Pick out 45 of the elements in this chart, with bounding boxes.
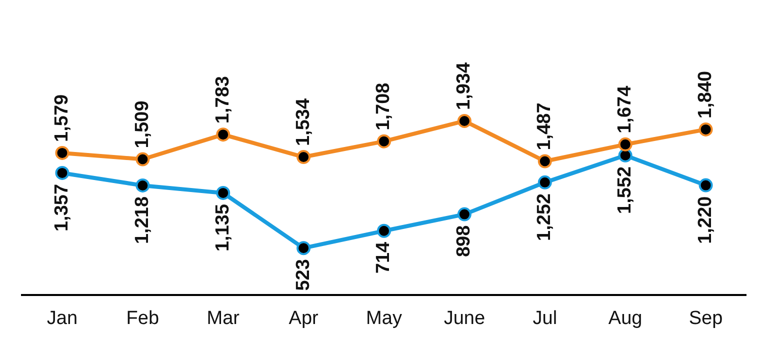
point [377,224,391,238]
x-tick-label: Aug [608,308,642,329]
data-label: 1,552 [614,166,636,214]
point [538,154,552,168]
point [216,186,230,200]
data-label: 898 [454,225,475,258]
point [457,207,472,222]
data-label: 1,579 [51,94,72,142]
x-tick-label: Sep [688,308,723,329]
point [216,128,230,142]
x-tick-label: Mar [206,308,240,329]
data-label: 1,783 [212,76,234,124]
x-tick-label: Jan [46,308,78,329]
x-tick-label: Apr [288,308,320,329]
data-label: 1,509 [132,100,153,148]
point [55,166,70,180]
data-label: 1,220 [695,196,716,244]
data-label: 1,252 [534,193,556,241]
data-label: 523 [292,259,314,291]
x-tick-label: May [366,308,402,329]
point [296,150,311,164]
data-label: 714 [373,241,394,274]
point [457,114,472,128]
data-label: 1,840 [695,70,716,118]
point [618,137,632,152]
data-label: 1,357 [51,184,72,232]
x-tick-label: June [444,308,486,329]
data-label: 1,674 [614,85,636,134]
data-label: 1,534 [292,98,314,146]
point [698,178,713,192]
point [296,241,311,256]
point [698,122,713,136]
x-tick-label: Feb [126,308,160,329]
data-label: 1,135 [212,204,234,252]
point [136,152,150,166]
point [377,134,391,148]
point [538,175,552,190]
point [55,146,70,160]
data-label: 1,218 [132,196,153,244]
data-label: 1,487 [534,102,556,150]
data-label: 1,934 [454,62,475,110]
data-label: 1,708 [373,82,394,130]
point [136,178,150,192]
x-tick-label: Jul [532,308,558,329]
point [618,148,632,162]
